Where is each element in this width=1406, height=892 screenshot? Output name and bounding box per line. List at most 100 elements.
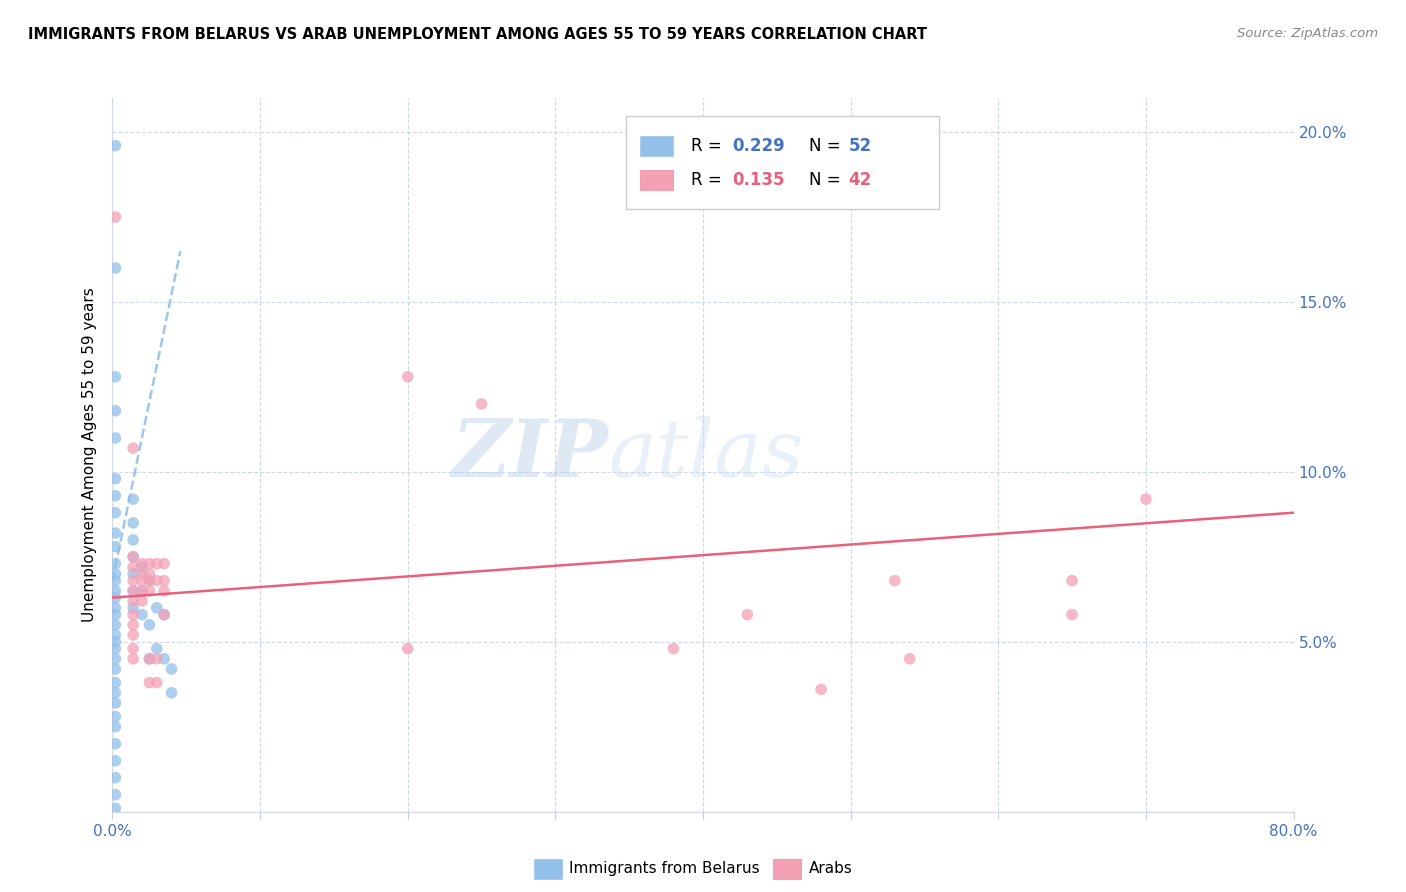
Point	[104, 628, 127, 642]
Point	[146, 675, 169, 690]
Point	[122, 583, 145, 598]
Point	[104, 801, 127, 815]
Point	[131, 607, 153, 622]
Point	[122, 583, 145, 598]
Point	[104, 675, 127, 690]
Point	[131, 583, 153, 598]
Point	[160, 686, 183, 700]
Point	[122, 566, 145, 581]
Point	[104, 591, 127, 605]
Point	[104, 138, 127, 153]
Point	[138, 652, 160, 666]
Point	[104, 652, 127, 666]
FancyBboxPatch shape	[626, 116, 939, 209]
Point	[122, 628, 145, 642]
Point	[662, 641, 685, 656]
Point	[131, 583, 153, 598]
Text: atlas: atlas	[609, 417, 804, 493]
Point	[810, 682, 832, 697]
Point	[104, 617, 127, 632]
Point	[104, 557, 127, 571]
Point	[122, 617, 145, 632]
Point	[898, 652, 921, 666]
Point	[104, 641, 127, 656]
Point	[396, 641, 419, 656]
Point	[138, 652, 160, 666]
Point	[122, 549, 145, 564]
Point	[122, 441, 145, 455]
Point	[104, 369, 127, 384]
Point	[153, 574, 176, 588]
Point	[131, 560, 153, 574]
Point	[1135, 492, 1157, 507]
Point	[138, 617, 160, 632]
Point	[146, 652, 169, 666]
Point	[104, 788, 127, 802]
Point	[104, 506, 127, 520]
Y-axis label: Unemployment Among Ages 55 to 59 years: Unemployment Among Ages 55 to 59 years	[82, 287, 97, 623]
Point	[104, 540, 127, 554]
Point	[104, 709, 127, 723]
Point	[470, 397, 494, 411]
Point	[153, 652, 176, 666]
Point	[138, 566, 160, 581]
Text: 42: 42	[848, 171, 872, 189]
Text: 52: 52	[848, 137, 872, 155]
Point	[122, 492, 145, 507]
Text: R =: R =	[692, 171, 727, 189]
Text: Arabs: Arabs	[808, 862, 852, 876]
Point	[146, 600, 169, 615]
Text: Source: ZipAtlas.com: Source: ZipAtlas.com	[1237, 27, 1378, 40]
Text: R =: R =	[692, 137, 727, 155]
Point	[396, 369, 419, 384]
Bar	[640, 136, 673, 156]
Point	[131, 594, 153, 608]
Text: ZIP: ZIP	[451, 417, 609, 493]
Point	[104, 696, 127, 710]
Point	[104, 566, 127, 581]
Text: Immigrants from Belarus: Immigrants from Belarus	[569, 862, 761, 876]
Point	[153, 557, 176, 571]
Point	[884, 574, 907, 588]
Point	[122, 641, 145, 656]
Point	[131, 566, 153, 581]
Point	[104, 754, 127, 768]
Point	[737, 607, 759, 622]
Point	[104, 210, 127, 224]
Point	[122, 533, 145, 547]
Point	[104, 489, 127, 503]
Text: 0.135: 0.135	[733, 171, 785, 189]
Point	[131, 574, 153, 588]
Point	[1062, 607, 1084, 622]
Text: N =: N =	[810, 137, 846, 155]
Text: 0.229: 0.229	[733, 137, 786, 155]
Point	[104, 600, 127, 615]
Point	[122, 549, 145, 564]
Point	[146, 574, 169, 588]
Point	[131, 557, 153, 571]
Bar	[640, 170, 673, 190]
Point	[160, 662, 183, 676]
Point	[1062, 574, 1084, 588]
Point	[122, 600, 145, 615]
Text: IMMIGRANTS FROM BELARUS VS ARAB UNEMPLOYMENT AMONG AGES 55 TO 59 YEARS CORRELATI: IMMIGRANTS FROM BELARUS VS ARAB UNEMPLOY…	[28, 27, 927, 42]
Text: N =: N =	[810, 171, 846, 189]
Point	[138, 675, 160, 690]
Point	[104, 635, 127, 649]
Point	[104, 472, 127, 486]
Point	[122, 652, 145, 666]
Point	[104, 526, 127, 541]
Point	[122, 594, 145, 608]
Point	[104, 583, 127, 598]
Point	[153, 583, 176, 598]
Point	[122, 516, 145, 530]
Point	[138, 557, 160, 571]
Point	[122, 560, 145, 574]
Point	[104, 574, 127, 588]
Point	[153, 607, 176, 622]
Point	[122, 574, 145, 588]
Point	[122, 607, 145, 622]
Point	[146, 557, 169, 571]
Point	[104, 686, 127, 700]
Point	[138, 574, 160, 588]
